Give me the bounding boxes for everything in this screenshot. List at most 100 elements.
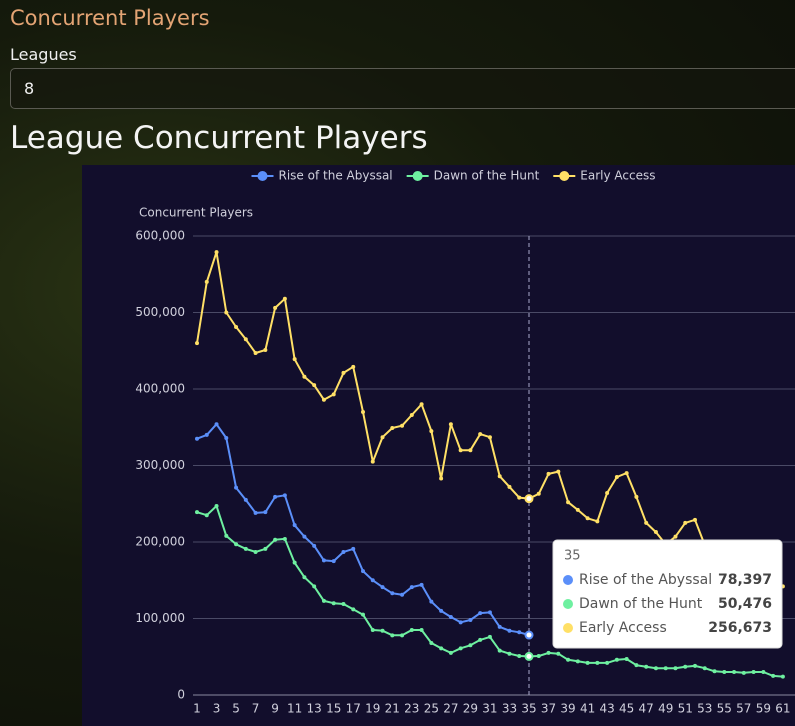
tooltip-dot <box>563 575 573 585</box>
tooltip-name: Dawn of the Hunt <box>579 596 703 612</box>
data-point <box>693 517 697 522</box>
data-point <box>693 663 697 668</box>
x-tick-label: 37 <box>541 702 556 716</box>
data-point <box>292 560 297 565</box>
legend-label: Rise of the Abyssal <box>279 169 393 183</box>
data-point <box>409 627 414 632</box>
data-point <box>361 569 365 574</box>
data-point <box>605 491 610 496</box>
data-point <box>439 646 444 651</box>
data-point <box>400 592 405 597</box>
data-point <box>224 435 229 440</box>
data-point <box>497 624 502 629</box>
y-axis-title: Concurrent Players <box>139 206 253 220</box>
data-point <box>546 471 551 476</box>
data-point <box>292 523 297 528</box>
data-point <box>761 670 766 675</box>
data-point <box>536 653 541 658</box>
data-point <box>732 670 737 675</box>
data-point <box>341 549 346 554</box>
data-point <box>624 471 629 476</box>
data-point <box>321 598 326 603</box>
data-point <box>487 435 492 440</box>
data-point <box>653 666 658 671</box>
data-point <box>292 357 297 362</box>
legend-marker <box>412 171 423 181</box>
data-point <box>575 507 580 512</box>
data-point <box>361 612 365 617</box>
x-tick-label: 27 <box>443 702 458 716</box>
data-point <box>524 494 534 504</box>
data-point <box>556 469 561 474</box>
data-point <box>400 633 405 638</box>
data-point <box>195 341 199 346</box>
data-point <box>234 325 239 330</box>
x-tick-label: 19 <box>365 702 380 716</box>
data-point <box>536 491 541 496</box>
data-point <box>624 657 629 662</box>
data-point <box>273 305 278 310</box>
data-point <box>429 640 434 645</box>
data-point <box>644 520 649 525</box>
data-point <box>282 296 287 301</box>
x-tick-label: 21 <box>385 702 400 716</box>
x-tick-label: 43 <box>599 702 614 716</box>
data-point <box>683 664 688 669</box>
data-point <box>429 429 434 434</box>
tooltip-name: Early Access <box>579 620 667 636</box>
data-point <box>204 513 209 518</box>
x-tick-label: 61 <box>775 702 790 716</box>
data-point <box>195 510 199 515</box>
data-point <box>478 637 483 642</box>
data-point <box>524 651 534 661</box>
data-point <box>234 542 239 547</box>
tooltip-title: 35 <box>564 549 581 564</box>
data-point <box>595 519 600 524</box>
x-tick-label: 31 <box>482 702 497 716</box>
data-point <box>448 650 453 655</box>
data-point <box>673 534 678 539</box>
data-point <box>683 520 688 525</box>
data-point <box>448 422 453 427</box>
data-point <box>302 374 307 379</box>
legend-label: Early Access <box>580 169 655 183</box>
data-point <box>273 494 278 499</box>
data-point <box>497 648 502 653</box>
y-tick-label: 600,000 <box>135 229 185 243</box>
data-point <box>575 659 580 664</box>
data-point <box>546 650 551 655</box>
data-point <box>585 516 590 521</box>
y-tick-label: 500,000 <box>135 305 185 319</box>
data-point <box>302 575 307 580</box>
data-point <box>429 599 434 604</box>
data-point <box>771 673 776 678</box>
data-point <box>566 500 571 505</box>
data-point <box>507 651 512 656</box>
x-tick-label: 41 <box>580 702 595 716</box>
data-point <box>468 618 473 623</box>
data-point <box>741 670 746 675</box>
input-value: 8 <box>24 79 35 98</box>
data-point <box>331 392 336 397</box>
x-tick-label: 57 <box>736 702 751 716</box>
tooltip-box <box>552 539 783 649</box>
data-point <box>458 646 463 651</box>
x-tick-label: 15 <box>326 702 341 716</box>
data-point <box>780 674 785 679</box>
x-tick-label: 5 <box>232 702 240 716</box>
data-point <box>214 250 219 255</box>
data-point <box>712 669 717 674</box>
x-tick-label: 13 <box>307 702 322 716</box>
data-point <box>380 628 385 633</box>
data-point <box>380 585 385 590</box>
data-point <box>634 663 639 668</box>
x-tick-label: 7 <box>252 702 260 716</box>
y-tick-label: 200,000 <box>135 535 185 549</box>
x-tick-label: 3 <box>213 702 221 716</box>
data-point <box>468 643 473 648</box>
data-point <box>214 422 219 427</box>
league-input[interactable]: 8 <box>10 68 795 109</box>
data-point <box>224 310 229 315</box>
x-tick-label: 55 <box>717 702 732 716</box>
data-point <box>282 536 287 541</box>
